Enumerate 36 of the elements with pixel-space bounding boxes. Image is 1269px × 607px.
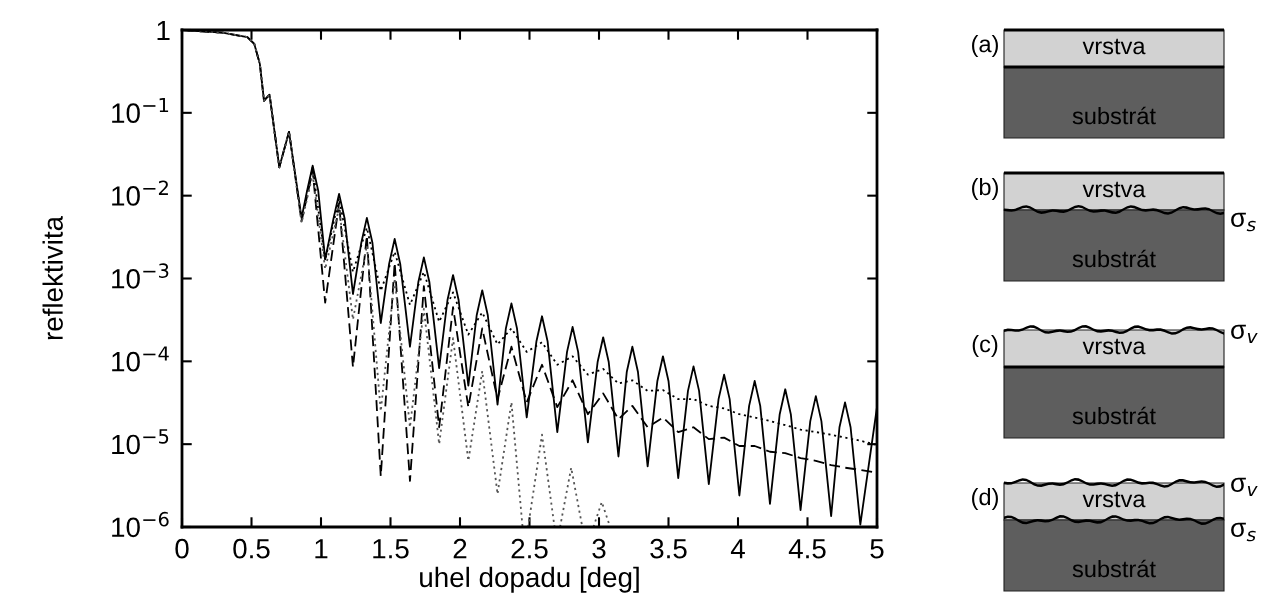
x-tick-label: 4.5 (788, 539, 826, 559)
text: vrstva (1082, 38, 1146, 55)
text: (a) (972, 35, 998, 57)
x-tick-label: 4 (730, 539, 745, 559)
y-tick-label: 10$^{−2}$ (112, 180, 168, 206)
y-tick-label: 10$^{−4}$ (112, 346, 169, 372)
text: vrstva (1082, 338, 1146, 355)
text: σ$_{s}$ (1231, 522, 1256, 542)
text: (c) (972, 334, 998, 357)
text: substrát (1072, 559, 1156, 578)
text: (d) (972, 487, 998, 510)
x-tick-label: 5 (870, 539, 884, 559)
x-axis-title: uhel dopadu [deg] (420, 566, 639, 593)
y-tick-label: 1 (157, 20, 170, 41)
text: σ$_{v}$ (1231, 324, 1258, 344)
y-tick-label: 10$^{−5}$ (112, 429, 169, 455)
x-tick-label: 1 (315, 539, 328, 559)
text: substrát (1072, 106, 1156, 125)
x-tick-label: 2 (453, 538, 467, 559)
text: substrát (1072, 249, 1156, 268)
x-tick-label: 1.5 (373, 539, 409, 559)
text: σ$_{s}$ (1231, 212, 1256, 232)
x-tick-label: 3.5 (650, 538, 687, 559)
x-tick-label: 2.5 (511, 538, 548, 559)
y-tick-label: 10$^{−3}$ (112, 263, 169, 289)
y-axis-title: reflektivita (42, 215, 63, 340)
y-tick-label: 10$^{−1}$ (112, 97, 169, 123)
text: substrát (1072, 406, 1156, 425)
x-tick-label: 0 (175, 538, 189, 559)
text: vrstva (1082, 181, 1146, 198)
x-tick-label: 3 (592, 538, 606, 559)
x-tick-label: 0.5 (233, 538, 270, 559)
text: σ$_{v}$ (1231, 477, 1258, 497)
y-tick-label: 10$^{−6}$ (112, 511, 169, 538)
text: (b) (972, 177, 998, 200)
text: vrstva (1082, 491, 1146, 508)
